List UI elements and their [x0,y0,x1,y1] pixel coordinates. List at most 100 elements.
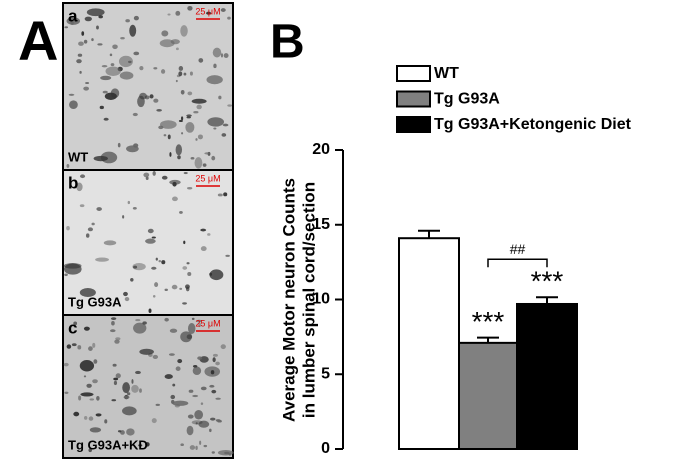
cell [152,294,156,298]
cell [95,257,109,262]
cell [66,163,70,168]
cell [213,127,217,130]
cell [180,89,185,95]
legend-swatch [396,116,431,133]
cell [92,342,96,348]
cell [181,132,184,135]
cell [154,282,159,288]
cell [97,43,103,46]
cell [84,415,88,420]
cell [207,233,211,236]
cell [139,348,154,355]
cell [68,93,75,96]
cell [156,109,162,112]
cell [175,144,183,156]
cell [86,383,92,388]
cell [215,397,221,400]
cell [182,266,188,270]
cell [66,344,72,349]
cell [103,117,109,121]
error-bar [418,229,440,239]
cell [101,65,108,68]
cell [203,444,208,448]
image-caption: Tg G93A [68,294,122,309]
cell [180,116,184,121]
cell [153,98,159,103]
cell [64,391,69,394]
cell [172,196,178,202]
y-axis-title-line: in lumber spinal cord/section [299,182,318,418]
cell [211,389,217,394]
y-tick-label: 10 [312,291,330,308]
cell [197,134,203,140]
cell [130,278,134,282]
cell [133,143,139,148]
cell [119,71,134,80]
cell [110,63,115,67]
cell [192,394,199,398]
error-bar [477,336,499,343]
cell [158,260,162,263]
cell [88,448,92,453]
cell [164,288,168,292]
cell [87,227,94,232]
panel-label: B [270,16,305,69]
cell [222,123,229,127]
cell [194,409,204,420]
cell [83,86,89,91]
cell [163,134,167,137]
cell [122,406,137,416]
cell [133,51,140,56]
cell [122,215,125,219]
cell [172,383,176,387]
cell [186,116,191,119]
cell [211,451,215,454]
cell [180,25,188,37]
cell [151,418,157,424]
cell [79,174,86,179]
cell [153,67,158,70]
cell [151,236,156,239]
cell [86,8,105,17]
cell [145,442,150,447]
cell [102,90,108,94]
cell [206,11,212,15]
cell [113,377,119,381]
cell [152,354,159,360]
cell [151,266,157,270]
cell [180,331,192,343]
cell [77,53,83,57]
cell [200,246,207,252]
y-tick-label: 0 [321,440,330,457]
cell [120,37,125,40]
significance: *** [531,266,564,297]
cell [139,388,142,393]
cell [110,329,116,333]
cell [155,257,158,261]
cell [209,428,212,433]
cell [167,13,171,16]
cell [177,359,183,364]
cell [218,95,222,100]
cell [85,82,90,85]
cell [64,273,68,277]
cell [122,382,130,394]
cell [189,445,196,450]
cell [224,451,230,455]
cell [95,413,102,417]
cell [91,38,94,42]
y-axis-title-line: Average Motor neuron Counts [279,178,298,422]
cell [168,353,175,356]
cell [183,72,187,76]
cell [78,41,84,46]
scale-label: 25 μM [195,173,220,183]
cell [133,15,139,21]
cell [169,328,178,333]
cell [148,308,152,314]
cell [96,25,99,30]
legend-label: WT [434,65,459,82]
cell [209,384,215,388]
legend-swatch [396,90,431,108]
cell [196,319,202,323]
